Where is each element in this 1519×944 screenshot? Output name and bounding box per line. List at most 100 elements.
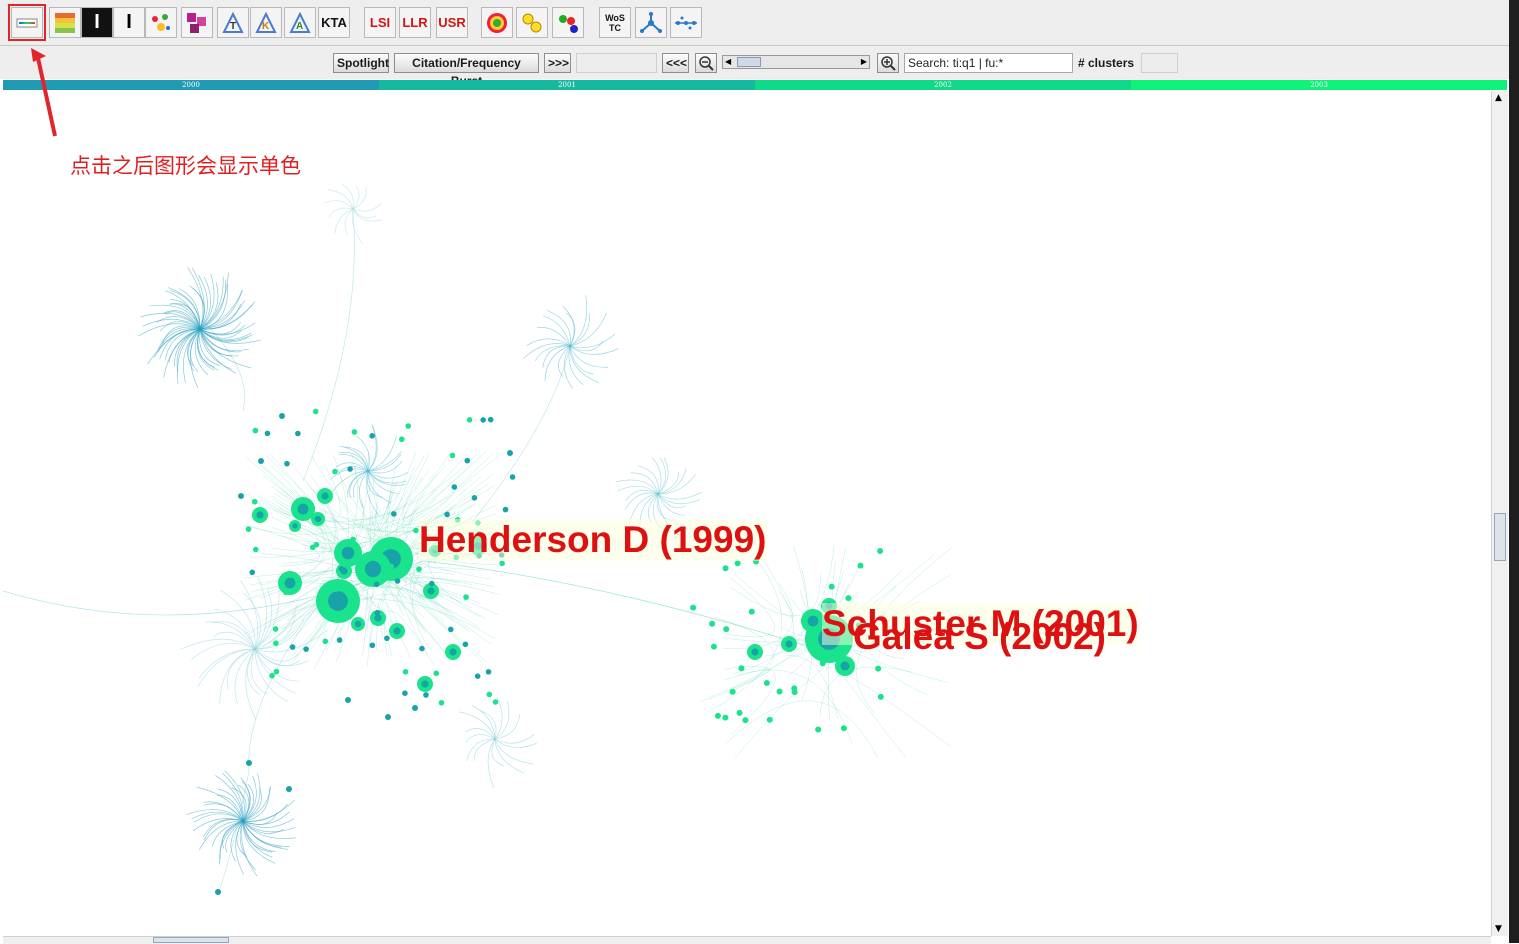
graph-node <box>742 717 749 724</box>
color-palette-button[interactable] <box>49 7 81 38</box>
graph-node-core <box>256 511 264 519</box>
graph-node <box>332 468 338 475</box>
graph-node <box>385 714 391 720</box>
network-button[interactable] <box>635 7 667 38</box>
graph-node <box>723 626 730 633</box>
graph-node <box>464 457 471 464</box>
slider-thumb[interactable] <box>737 57 761 67</box>
timeline-button[interactable] <box>670 7 702 38</box>
graph-node <box>336 637 343 643</box>
graph-node <box>249 569 256 576</box>
cluster-scatter-button[interactable] <box>145 7 177 38</box>
graph-node <box>303 646 309 652</box>
graph-node <box>252 546 259 553</box>
graph-node <box>215 889 221 895</box>
graph-node <box>284 460 290 467</box>
graph-node <box>413 527 419 534</box>
rgb-nodes-button[interactable] <box>552 7 584 38</box>
graph-node <box>736 709 743 716</box>
graph-node <box>845 595 852 602</box>
reverse-i-button[interactable]: I <box>81 7 113 38</box>
timeline-dots-icon <box>675 16 697 29</box>
vertical-scrollbar[interactable]: ▲ ▼ <box>1491 91 1508 936</box>
graph-node <box>766 716 773 723</box>
graph-node <box>374 609 381 616</box>
concentric-ring-icon <box>487 12 507 33</box>
inverse-i-icon: I <box>94 11 100 33</box>
clusters-label: # clusters <box>1078 56 1135 70</box>
graph-node <box>857 562 864 569</box>
graph-node-core <box>284 577 296 589</box>
yellow-nodes-button[interactable] <box>516 7 548 38</box>
spotlight-button[interactable]: Spotlight <box>333 53 389 73</box>
graph-node <box>748 608 755 615</box>
ring-button[interactable] <box>481 7 513 38</box>
graph-node <box>709 620 716 627</box>
graph-node <box>272 626 279 632</box>
label-henderson[interactable]: Henderson D (1999) <box>419 519 767 561</box>
zoom-out-button[interactable] <box>695 53 717 73</box>
graph-node <box>462 641 469 648</box>
scroll-down-icon: ▼ <box>1495 924 1502 934</box>
graph-node <box>322 638 329 645</box>
label-schuster[interactable]: Schuster M (2001) <box>822 603 1139 645</box>
graph-node <box>312 408 319 415</box>
usr-button[interactable]: USR <box>436 7 468 38</box>
wos-tc-button[interactable]: WoS TC <box>599 7 631 38</box>
vscroll-thumb[interactable] <box>1494 513 1506 561</box>
graph-node <box>722 565 729 572</box>
graph-node <box>438 699 445 706</box>
label-galea[interactable]: Galea S (2002) <box>853 616 1106 657</box>
kta-button[interactable]: KTA <box>318 7 350 38</box>
graph-node-core <box>374 614 382 622</box>
graph-node <box>710 643 717 650</box>
label-t-button[interactable]: T <box>217 7 249 38</box>
graph-node <box>388 563 394 570</box>
zoom-slider[interactable]: ◀ ▶ <box>722 55 870 69</box>
graph-node <box>449 452 456 459</box>
graph-node <box>828 583 835 590</box>
graph-node-core <box>314 515 322 523</box>
graph-node <box>507 450 513 456</box>
graph-node <box>245 526 252 532</box>
burst-button[interactable]: Citation/Frequency Burst <box>394 53 539 88</box>
main-toolbar: I I T K A KTA LSI LLR USR WoS TC <box>0 0 1509 46</box>
graph-node <box>402 669 409 675</box>
graph-node <box>423 692 429 698</box>
graph-node <box>791 685 798 692</box>
graph-node <box>463 594 469 600</box>
graph-node <box>509 474 516 480</box>
llr-button[interactable]: LLR <box>399 7 431 38</box>
graph-node <box>279 413 285 419</box>
label-k-button[interactable]: K <box>250 7 282 38</box>
control-bar: Spotlight Citation/Frequency Burst >>> <… <box>0 46 1509 88</box>
triangle-a-icon: A <box>289 11 311 33</box>
single-color-button[interactable] <box>8 4 46 41</box>
search-input[interactable]: Search: ti:q1 | fu:* <box>904 53 1073 73</box>
graph-node-core <box>321 492 329 500</box>
graph-node-core <box>341 546 355 560</box>
graph-node <box>369 642 376 649</box>
annotation-text: 点击之后图形会显示单色 <box>70 154 301 178</box>
network-canvas[interactable]: Henderson D (1999) Schuster M (2001) Gal… <box>2 91 1491 936</box>
graph-node <box>474 673 481 679</box>
year-2002: 2002 <box>755 80 1131 90</box>
graph-node <box>286 786 292 792</box>
label-a-button[interactable]: A <box>284 7 316 38</box>
graph-node <box>251 498 258 505</box>
lsi-button[interactable]: LSI <box>364 7 396 38</box>
graph-node <box>369 433 375 439</box>
graph-node <box>877 548 884 555</box>
graph-node-core <box>292 523 298 529</box>
graph-node <box>345 697 351 703</box>
zoom-in-button[interactable] <box>877 53 899 73</box>
graph-node-core <box>751 648 759 656</box>
next-button[interactable]: >>> <box>544 53 571 73</box>
cluster-blocks-button[interactable] <box>181 7 213 38</box>
hscroll-thumb[interactable] <box>153 937 229 943</box>
prev-button[interactable]: <<< <box>662 53 689 73</box>
i-beam-button[interactable]: I <box>113 7 145 38</box>
scatter-icon <box>152 13 170 31</box>
graph-node-core <box>297 503 309 515</box>
graph-node-core <box>393 627 401 635</box>
